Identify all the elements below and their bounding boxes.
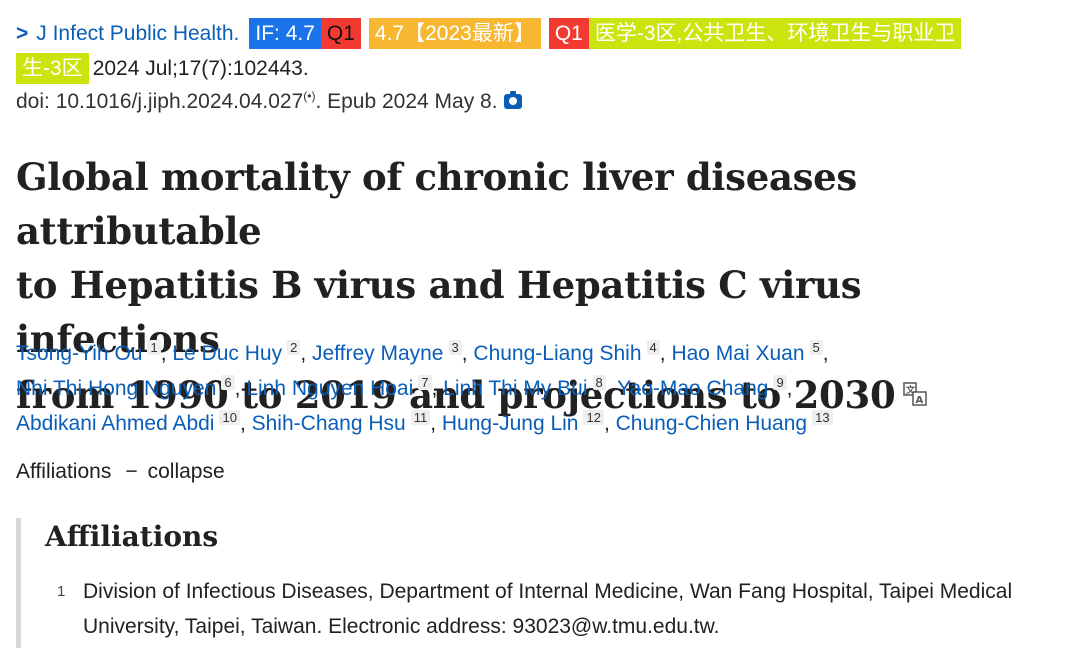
author-item: Yao-Mao Chang 9, <box>617 375 793 400</box>
affiliation-number[interactable]: 9 <box>773 375 787 390</box>
author-link[interactable]: Hao Mai Xuan <box>671 342 805 365</box>
affiliation-number[interactable]: 5 <box>809 340 823 355</box>
author-link[interactable]: Chung-Liang Shih <box>473 342 642 365</box>
camera-icon[interactable] <box>503 91 522 109</box>
affiliation-number[interactable]: 10 <box>219 410 240 425</box>
author-item: Hung-Jung Lin 12, <box>441 410 616 435</box>
affiliation-item-number: 1 <box>57 583 66 600</box>
doi-line: doi: 10.1016/j.jiph.2024.04.027(•). Epub… <box>16 89 522 114</box>
author-item: Nhi Thi Hong Nguyen 6, <box>16 375 247 400</box>
author-item: Chung-Liang Shih 4, <box>473 340 672 365</box>
author-link[interactable]: Hung-Jung Lin <box>441 412 579 435</box>
author-item: Le Duc Huy 2, <box>172 340 312 365</box>
author-link[interactable]: Linh Nguyen Hoai <box>246 377 414 400</box>
svg-text:文: 文 <box>905 384 916 396</box>
author-link[interactable]: Yao-Mao Chang <box>617 377 769 400</box>
author-link[interactable]: Shih-Chang Hsu <box>251 412 406 435</box>
affiliation-number[interactable]: 13 <box>812 410 833 425</box>
journal-name: J Infect Public Health. <box>36 22 240 45</box>
affiliation-number[interactable]: 11 <box>410 410 431 425</box>
affiliation-number[interactable]: 6 <box>221 375 235 390</box>
title-line-1: Global mortality of chronic liver diseas… <box>16 155 857 253</box>
author-item: Chung-Chien Huang 13 <box>615 410 833 435</box>
author-item: Linh Nguyen Hoai 7, <box>246 375 444 400</box>
collapse-icon: − <box>125 460 138 483</box>
journal-link[interactable]: > J Infect Public Health. <box>16 22 239 45</box>
author-item: Abdikani Ahmed Abdi 10, <box>16 410 252 435</box>
article-title: Global mortality of chronic liver diseas… <box>16 150 1076 422</box>
author-link[interactable]: Abdikani Ahmed Abdi <box>16 412 215 435</box>
doi-text[interactable]: doi: 10.1016/j.jiph.2024.04.027 <box>16 90 304 113</box>
affiliation-number[interactable]: 4 <box>646 340 660 355</box>
affiliation-number[interactable]: 12 <box>583 410 604 425</box>
latest-if-badge: 4.7【2023最新】 <box>368 18 541 49</box>
author-item: Hao Mai Xuan 5, <box>671 340 829 365</box>
zone-badge-cont: 生-3区 <box>16 53 89 84</box>
title-line-2: to Hepatitis B virus and Hepatitis C vir… <box>16 263 862 361</box>
title-line-3: from 1990 to 2019 and projections to 203… <box>16 373 896 417</box>
affiliation-number[interactable]: 1 <box>147 340 161 355</box>
affiliations-toggle-label: Affiliations <box>16 460 112 483</box>
author-item: Jeffrey Mayne 3, <box>311 340 474 365</box>
affiliation-number[interactable]: 2 <box>287 340 301 355</box>
affiliations-toggle[interactable]: Affiliations − collapse <box>16 460 225 484</box>
author-link[interactable]: Jeffrey Mayne <box>311 342 444 365</box>
affiliation-number[interactable]: 8 <box>592 375 606 390</box>
external-link-icon[interactable]: (•) <box>303 89 316 103</box>
author-link[interactable]: Linh Thi My Bui <box>443 377 588 400</box>
affiliations-heading: Affiliations <box>45 520 219 553</box>
author-link[interactable]: Chung-Chien Huang <box>615 412 808 435</box>
author-link[interactable]: Tsong-Yih Ou <box>16 342 143 365</box>
affiliation-number[interactable]: 3 <box>448 340 462 355</box>
author-link[interactable]: Le Duc Huy <box>172 342 283 365</box>
affiliations-panel: Affiliations 1 Division of Infectious Di… <box>16 518 1061 648</box>
affiliation-item: 1 Division of Infectious Diseases, Depar… <box>57 574 1037 644</box>
author-item: Shih-Chang Hsu 11, <box>251 410 442 435</box>
collapse-label[interactable]: collapse <box>147 460 225 483</box>
chevron-right-icon: > <box>16 22 29 45</box>
author-list: Tsong-Yih Ou 1, Le Duc Huy 2, Jeffrey Mayn… <box>16 336 1066 441</box>
author-link[interactable]: Nhi Thi Hong Nguyen <box>16 377 217 400</box>
quartile-badge-2: Q1 <box>548 18 589 49</box>
svg-text:A: A <box>916 395 924 406</box>
author-item: Tsong-Yih Ou 1, <box>16 340 173 365</box>
epub-date: . Epub 2024 May 8. <box>315 90 498 113</box>
quartile-badge: Q1 <box>320 18 361 49</box>
impact-factor-badge: IF: 4.7 <box>249 18 321 49</box>
publication-date: 2024 Jul;17(7):102443. <box>92 57 309 80</box>
zone-badge: 医学-3区,公共卫生、环境卫生与职业卫 <box>588 18 962 49</box>
citation-block: > J Infect Public Health. IF: 4.7 Q1 4.7【202… <box>16 16 1066 86</box>
author-item: Linh Thi My Bui 8, <box>443 375 618 400</box>
affiliation-number[interactable]: 7 <box>418 375 432 390</box>
affiliation-item-text: Division of Infectious Diseases, Departm… <box>83 580 1013 638</box>
